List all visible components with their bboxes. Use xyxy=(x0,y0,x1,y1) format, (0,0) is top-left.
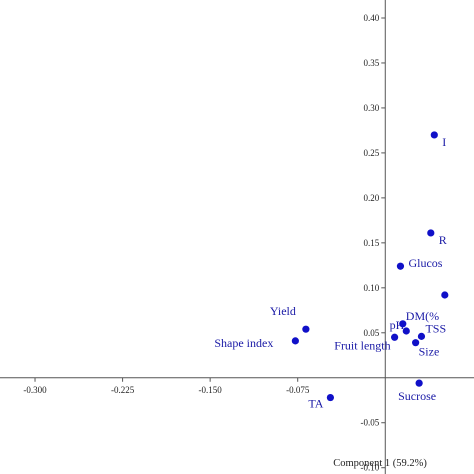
y-tick-label: 0.25 xyxy=(364,148,380,158)
y-tick-label: 0.35 xyxy=(364,58,380,68)
x-axis-title: Component 1 (59.2%) xyxy=(333,458,427,469)
y-tick-label: 0.10 xyxy=(364,283,380,293)
data-point-label: Size xyxy=(419,345,440,359)
y-tick-label: 0.05 xyxy=(364,328,380,338)
data-point-label: Sucrose xyxy=(398,389,436,403)
data-point-label: R xyxy=(439,233,447,247)
data-point-label: Glucos xyxy=(408,256,442,270)
data-point xyxy=(412,339,420,347)
data-point-label: TA xyxy=(308,397,323,411)
y-tick-label: -0.10 xyxy=(361,463,380,473)
x-tick-label: -0.225 xyxy=(111,385,135,395)
y-tick-label: -0.05 xyxy=(361,418,380,428)
x-axis-ticks: -0.300 -0.225 -0.150 -0.075 xyxy=(23,377,310,395)
data-point-label: Shape index xyxy=(214,336,273,350)
data-point xyxy=(326,393,334,402)
data-point xyxy=(430,131,438,139)
data-point-label: TSS xyxy=(425,321,446,335)
data-point xyxy=(415,379,423,387)
y-axis-ticks: -0.10 -0.05 0.05 0.10 0.15 0.20 0.25 0.30 0.35 0.… xyxy=(361,13,386,473)
data-point xyxy=(391,333,399,341)
y-tick-label: 0.40 xyxy=(364,13,380,23)
data-point xyxy=(427,229,435,237)
x-tick-label: -0.300 xyxy=(23,385,47,395)
y-tick-label: 0.15 xyxy=(364,238,380,248)
data-point xyxy=(441,291,449,299)
data-point-label: Yield xyxy=(270,304,296,318)
x-tick-label: -0.150 xyxy=(199,385,223,395)
data-point xyxy=(291,337,299,345)
data-point-label: Fruit length xyxy=(334,338,390,352)
data-point xyxy=(399,320,407,328)
data-point-label: I xyxy=(442,135,446,149)
y-tick-label: 0.20 xyxy=(364,193,380,203)
data-point xyxy=(302,325,310,333)
x-tick-label: -0.075 xyxy=(286,385,310,395)
y-tick-label: 0.30 xyxy=(364,103,380,113)
data-point-label: DM(% xyxy=(406,309,439,323)
data-point xyxy=(402,327,410,335)
data-point xyxy=(417,332,426,340)
data-point xyxy=(396,262,405,270)
